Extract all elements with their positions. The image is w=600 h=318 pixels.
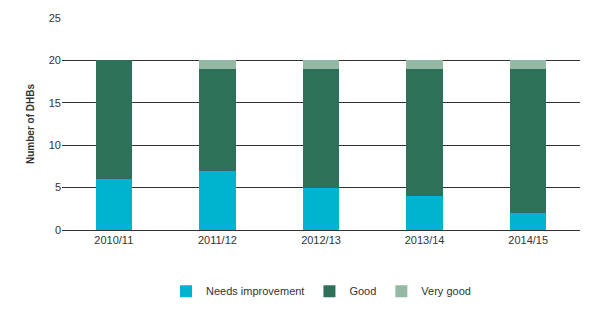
svg-text:Good: Good xyxy=(349,285,376,297)
svg-text:2012/13: 2012/13 xyxy=(301,234,341,246)
svg-text:Very good: Very good xyxy=(421,285,471,297)
svg-text:5: 5 xyxy=(55,181,61,193)
svg-text:25: 25 xyxy=(49,12,61,24)
svg-text:0: 0 xyxy=(55,224,61,236)
svg-text:Needs improvement: Needs improvement xyxy=(206,285,304,297)
svg-text:Number of DHBs: Number of DHBs xyxy=(25,84,36,164)
svg-text:2010/11: 2010/11 xyxy=(94,234,133,246)
svg-text:15: 15 xyxy=(49,97,61,109)
svg-text:20: 20 xyxy=(49,54,61,66)
svg-text:2013/14: 2013/14 xyxy=(405,234,445,246)
svg-text:2011/12: 2011/12 xyxy=(198,234,237,246)
svg-text:10: 10 xyxy=(49,139,61,151)
svg-text:2014/15: 2014/15 xyxy=(508,234,548,246)
